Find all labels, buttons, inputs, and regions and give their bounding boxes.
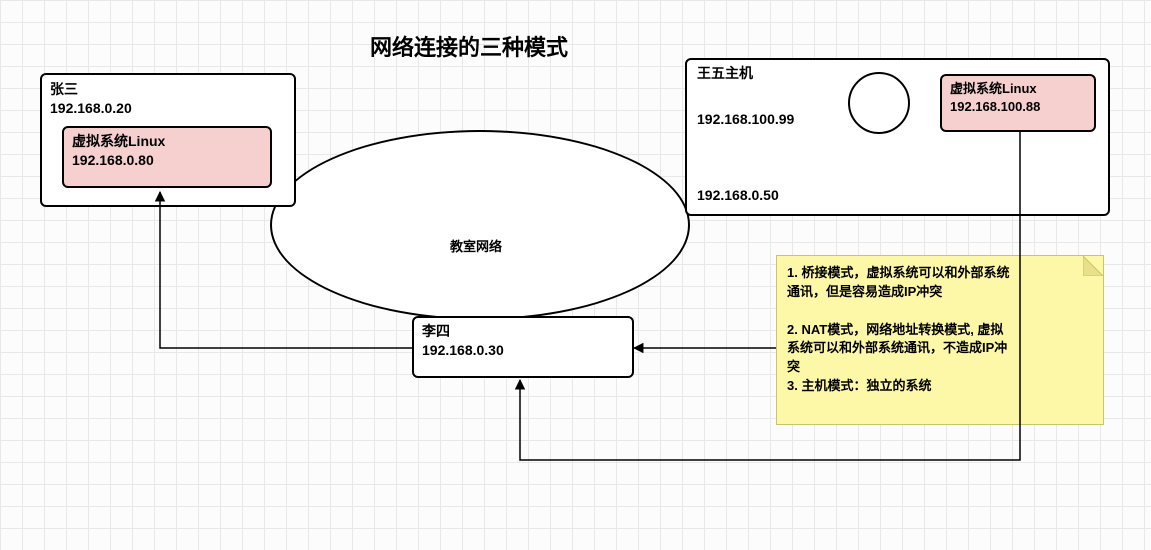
wangwu-vm-label: 虚拟系统Linux 192.168.100.88 [950,80,1040,115]
wangwu-outer-ip: 192.168.0.50 [697,186,779,205]
modes-note: 1. 桥接模式，虚拟系统可以和外部系统 通讯，但是容易造成IP冲突 2. NAT… [776,255,1104,425]
lisi-host-label: 李四 192.168.0.30 [422,322,504,360]
wangwu-inner-ip: 192.168.100.99 [697,110,794,129]
wangwu-host-name: 王五主机 [697,64,753,83]
classroom-network-label: 教室网络 [450,238,502,256]
modes-note-text: 1. 桥接模式，虚拟系统可以和外部系统 通讯，但是容易造成IP冲突 2. NAT… [787,264,1093,396]
zhangsan-vm-label: 虚拟系统Linux 192.168.0.80 [72,132,165,170]
wangwu-nat-circle [848,72,910,134]
classroom-network-ellipse [270,130,690,320]
zhangsan-host-label: 张三 192.168.0.20 [50,80,132,118]
note-fold-icon [1083,256,1103,276]
page-title: 网络连接的三种模式 [370,30,568,62]
